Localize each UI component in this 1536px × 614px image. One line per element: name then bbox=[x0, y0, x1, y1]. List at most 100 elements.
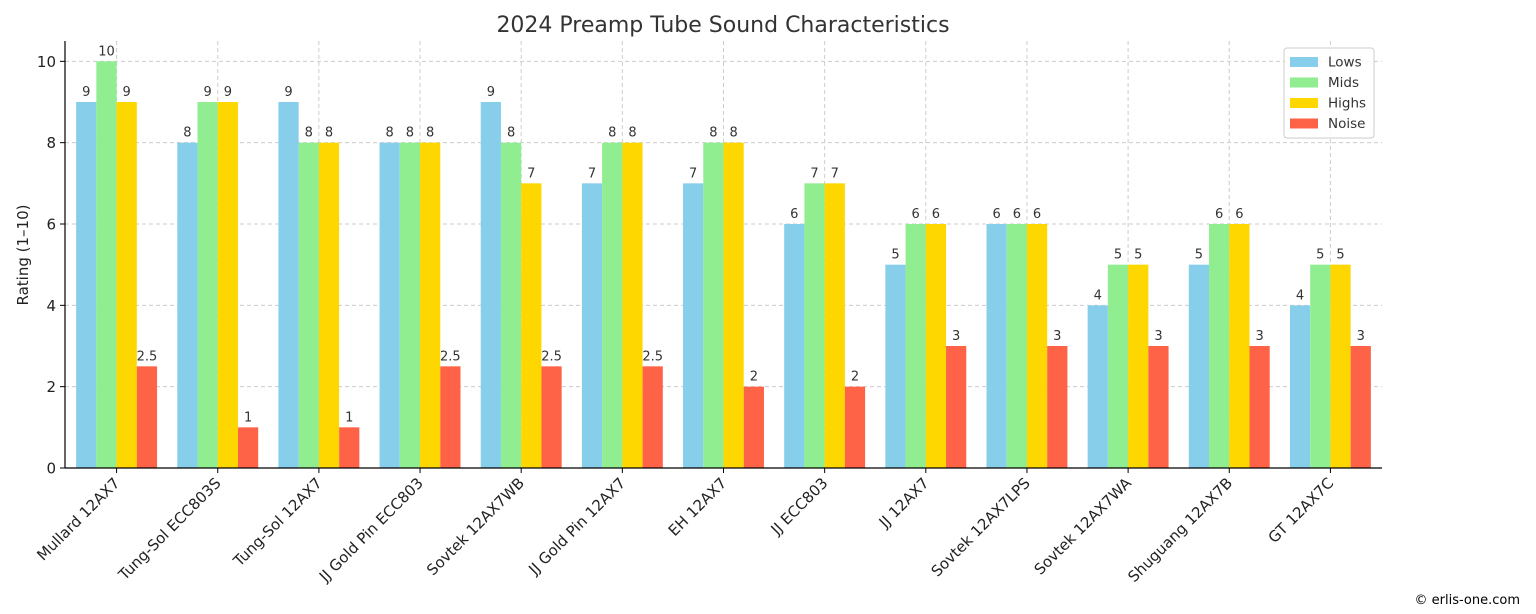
bar-highs bbox=[521, 183, 542, 469]
y-tick-label: 4 bbox=[46, 297, 56, 315]
bar-lows bbox=[278, 102, 299, 468]
bar-lows bbox=[379, 142, 400, 468]
bar-highs bbox=[116, 102, 137, 468]
bar-mids bbox=[298, 142, 319, 468]
legend-box bbox=[1283, 47, 1375, 139]
bar-noise bbox=[1249, 346, 1270, 468]
bar-highs bbox=[318, 142, 340, 468]
bar-highs bbox=[1128, 264, 1149, 468]
x-tick-label: Tung-Sol ECC803S bbox=[114, 474, 224, 584]
data-label: 6 bbox=[932, 207, 940, 222]
data-label: 1 bbox=[345, 410, 353, 425]
x-tick-label: Shuguang 12AX7B bbox=[1124, 474, 1236, 586]
data-label: 2 bbox=[750, 370, 758, 385]
legend-swatch-mids bbox=[1290, 77, 1318, 88]
x-tick-label: Tung-Sol 12AX7 bbox=[229, 474, 326, 571]
bar-noise bbox=[946, 346, 967, 468]
bar-lows bbox=[76, 102, 97, 468]
bar-mids bbox=[905, 224, 926, 468]
y-tick-label: 8 bbox=[46, 134, 56, 152]
bar-highs bbox=[622, 142, 643, 468]
data-label: 3 bbox=[1053, 329, 1061, 344]
bar-highs bbox=[1229, 224, 1250, 468]
data-label: 3 bbox=[1154, 329, 1162, 344]
bar-highs bbox=[1330, 264, 1351, 468]
data-label: 6 bbox=[1033, 207, 1041, 222]
x-tick-label: Mullard 12AX7 bbox=[33, 474, 123, 564]
bar-mids bbox=[1209, 224, 1230, 468]
bar-mids bbox=[1107, 264, 1129, 468]
data-label: 5 bbox=[1336, 248, 1344, 263]
data-label: 9 bbox=[123, 85, 131, 100]
data-label: 7 bbox=[588, 166, 596, 181]
data-label: 9 bbox=[224, 85, 232, 100]
data-label: 6 bbox=[1235, 207, 1243, 222]
data-label: 6 bbox=[790, 207, 798, 222]
data-label: 4 bbox=[1094, 288, 1102, 303]
x-tick-label: JJ Gold Pin ECC803 bbox=[315, 474, 427, 586]
bar-mids bbox=[500, 142, 522, 468]
bar-mids bbox=[703, 142, 724, 468]
data-label: 8 bbox=[183, 126, 191, 141]
bar-mids bbox=[1006, 224, 1027, 468]
bar-highs bbox=[1026, 224, 1048, 468]
legend-swatch-highs bbox=[1290, 98, 1318, 108]
legend-label-lows: Lows bbox=[1328, 55, 1362, 71]
x-tick-label: Sovtek 12AX7WB bbox=[423, 474, 528, 579]
data-label: 8 bbox=[729, 126, 737, 141]
bar-lows bbox=[885, 264, 906, 468]
y-tick-label: 6 bbox=[46, 216, 56, 234]
legend-swatch-lows bbox=[1290, 57, 1318, 67]
bar-lows bbox=[683, 183, 704, 469]
bar-noise bbox=[136, 366, 158, 468]
data-label: 5 bbox=[891, 248, 899, 263]
data-label: 8 bbox=[608, 126, 616, 141]
data-label: 2 bbox=[851, 370, 859, 385]
data-label: 5 bbox=[1134, 248, 1142, 263]
x-tick-label: JJ 12AX7 bbox=[875, 474, 933, 532]
bar-noise bbox=[844, 386, 866, 468]
data-label: 7 bbox=[527, 166, 535, 181]
x-tick-label: JJ ECC803 bbox=[767, 474, 832, 539]
y-axis-label: Rating (1–10) bbox=[14, 205, 32, 306]
bars bbox=[76, 61, 1371, 469]
data-label: 6 bbox=[1013, 207, 1021, 222]
bar-lows bbox=[1087, 305, 1108, 468]
legend: Lows Mids Highs Noise bbox=[1283, 47, 1375, 139]
bar-lows bbox=[1289, 305, 1311, 468]
chart-title: 2024 Preamp Tube Sound Characteristics bbox=[496, 13, 949, 38]
y-tick-labels: 0 2 4 6 8 10 bbox=[37, 53, 65, 478]
y-tick-label: 2 bbox=[46, 378, 56, 396]
bar-highs bbox=[217, 102, 238, 468]
bar-mids bbox=[804, 183, 825, 469]
data-label: 3 bbox=[1255, 329, 1263, 344]
bar-mids bbox=[399, 142, 421, 468]
bar-highs bbox=[824, 183, 845, 469]
bar-noise bbox=[1350, 346, 1371, 468]
legend-label-noise: Noise bbox=[1328, 116, 1365, 132]
data-label: 2.5 bbox=[642, 349, 663, 364]
bar-noise bbox=[743, 386, 764, 468]
data-label: 2.5 bbox=[440, 349, 461, 364]
data-label: 8 bbox=[709, 126, 717, 141]
data-label: 7 bbox=[831, 166, 839, 181]
bar-lows bbox=[986, 224, 1007, 468]
bar-lows bbox=[784, 224, 805, 468]
data-label: 9 bbox=[284, 85, 292, 100]
bar-lows bbox=[177, 142, 198, 468]
data-label: 6 bbox=[1215, 207, 1223, 222]
data-label: 7 bbox=[689, 166, 697, 181]
data-label: 8 bbox=[406, 126, 414, 141]
x-tick-label: GT 12AX7C bbox=[1265, 474, 1338, 547]
data-label: 2.5 bbox=[541, 349, 562, 364]
bar-highs bbox=[925, 224, 947, 468]
y-tick-label: 10 bbox=[37, 53, 56, 71]
data-label: 9 bbox=[203, 85, 211, 100]
data-label: 8 bbox=[426, 126, 434, 141]
data-label: 4 bbox=[1296, 288, 1304, 303]
bar-mids bbox=[602, 142, 623, 468]
bar-highs bbox=[420, 142, 441, 468]
bar-lows bbox=[480, 102, 501, 468]
